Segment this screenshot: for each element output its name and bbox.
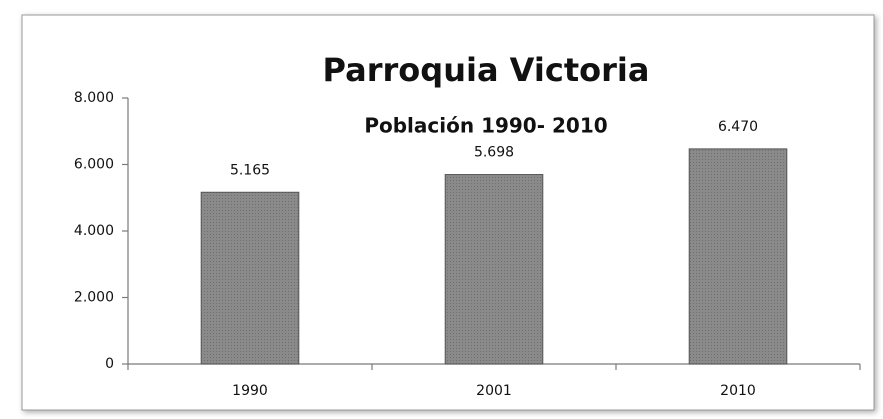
y-tick-label: 6.000 (74, 157, 114, 173)
y-tick-label: 4.000 (74, 223, 114, 239)
y-tick-label: 2.000 (74, 290, 114, 306)
x-tick-label: 2010 (720, 383, 756, 399)
data-label: 5.698 (474, 145, 514, 161)
y-tick-label: 8.000 (74, 90, 114, 106)
data-label: 6.470 (718, 119, 758, 135)
bar (444, 174, 544, 365)
x-tick-label: 1990 (232, 383, 268, 399)
x-tick-label: 2001 (476, 383, 512, 399)
data-label: 5.165 (230, 162, 270, 178)
bar (200, 191, 300, 365)
chart-subtitle: Población 1990- 2010 (364, 114, 607, 138)
bar (688, 148, 788, 365)
y-tick-label: 0 (105, 356, 114, 372)
chart-title: Parroquia Victoria (323, 51, 650, 89)
